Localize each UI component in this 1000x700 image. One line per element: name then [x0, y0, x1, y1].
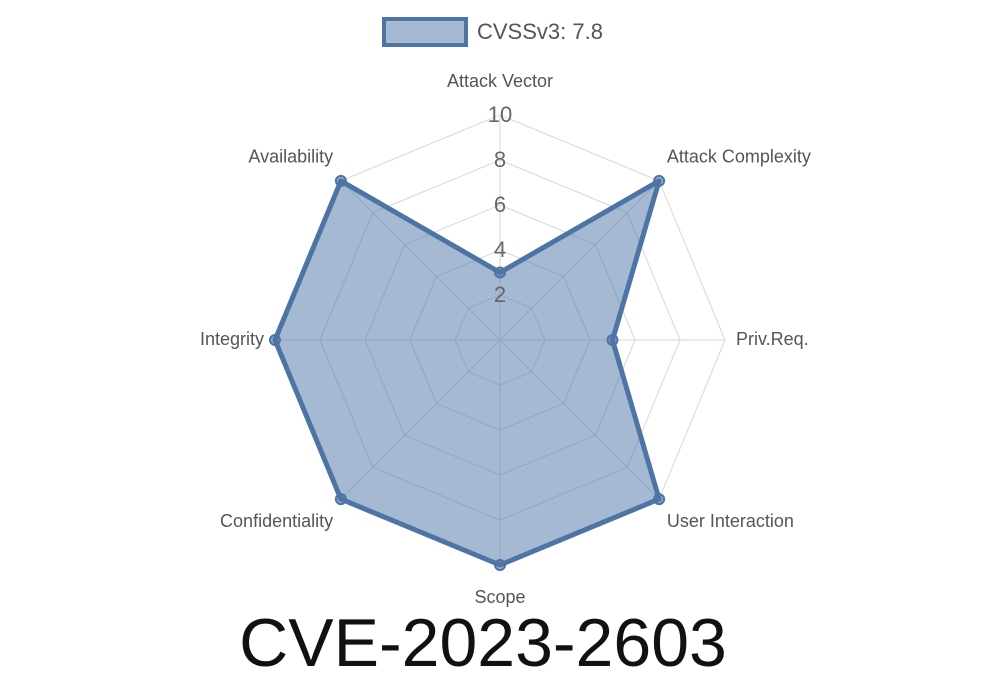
plot-area [269, 174, 666, 571]
axis-label: Attack Complexity [667, 146, 811, 166]
tick-label: 6 [494, 192, 506, 217]
chart-title: CVE-2023-2603 [239, 605, 727, 681]
data-point [269, 334, 281, 346]
axis-label: Priv.Req. [736, 329, 809, 349]
data-point [334, 174, 347, 187]
axis-label: Scope [474, 587, 525, 607]
data-point [653, 174, 666, 187]
axis-label: Integrity [200, 329, 264, 349]
tick-label: 8 [494, 147, 506, 172]
data-point [334, 493, 347, 506]
axis-label: Attack Vector [447, 71, 553, 91]
tick-label: 10 [488, 102, 512, 127]
legend-swatch [382, 17, 468, 47]
data-point [653, 493, 666, 506]
legend-label: CVSSv3: 7.8 [477, 19, 603, 44]
axis-label: Availability [248, 146, 333, 166]
series-area [272, 178, 662, 568]
data-point [494, 266, 506, 279]
labels: Attack Vector Attack Complexity Priv.Req. U… [200, 71, 811, 607]
tick-label: 4 [494, 237, 506, 262]
tick-label: 2 [494, 282, 506, 307]
axis-label: User Interaction [667, 511, 794, 531]
data-point [606, 334, 619, 346]
axis-label: Confidentiality [220, 511, 333, 531]
data-point [494, 559, 506, 571]
